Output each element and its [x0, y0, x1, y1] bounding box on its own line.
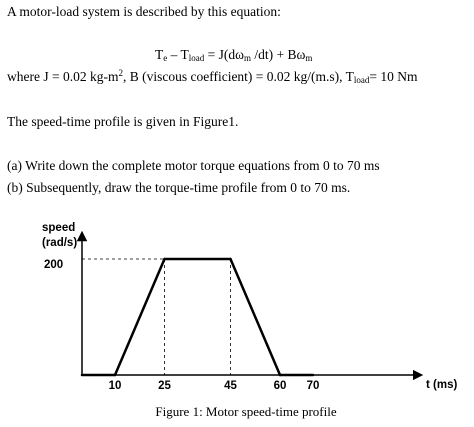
question-a: (a) Write down the complete motor torque… — [7, 158, 380, 173]
eq-minus: – — [167, 47, 181, 62]
motor-equation: Te – Tload = J(dωm /dt) + Bωm — [155, 47, 312, 63]
x-tick-label-3: 60 — [274, 380, 287, 392]
parameters-text: where J = 0.02 kg-m2, B (viscous coeffic… — [7, 69, 418, 85]
eq-tload-sub: load — [188, 53, 205, 63]
profile-text: The speed-time profile is given in Figur… — [7, 114, 239, 129]
eq-rhs-a: = J(dω — [204, 47, 245, 62]
x-tick-label-4: 70 — [307, 380, 320, 392]
x-axis-label: t (ms) — [426, 379, 457, 391]
eq-te-sub: e — [163, 53, 168, 63]
where-a: where J = 0.02 kg-m — [7, 69, 119, 84]
eq-tload: T — [180, 47, 189, 62]
speed-time-figure: speed (rad/s) t (ms) 10 25 45 60 70 200 Figur… — [42, 222, 457, 419]
where-load-sub: load — [353, 75, 370, 85]
eq-m1-sub: m — [244, 53, 252, 63]
question-b: (b) Subsequently, draw the torque-time p… — [7, 180, 351, 195]
where-sup: 2 — [118, 68, 123, 78]
figure-caption: Figure 1: Motor speed-time profile — [155, 404, 336, 419]
eq-rhs-b: /dt) + Bω — [251, 47, 306, 62]
y-axis-label-line2: (rad/s) — [42, 237, 77, 249]
y-tick-label-0: 200 — [44, 259, 63, 271]
eq-te: T — [155, 47, 164, 62]
speed-segment-1 — [113, 257, 166, 377]
x-tick-label-1: 25 — [158, 380, 171, 392]
eq-m2-sub: m — [305, 53, 313, 63]
where-b: , B (viscous coefficient) = 0.02 kg/(m.s… — [122, 69, 354, 84]
y-axis-label-line1: speed — [42, 222, 75, 234]
where-c: = 10 Nm — [369, 69, 418, 84]
intro-text: A motor-load system is described by this… — [7, 4, 281, 19]
chart-marks: 10 25 45 60 70 200 — [44, 257, 320, 392]
speed-segment-3 — [229, 257, 282, 377]
x-tick-label-0: 10 — [109, 380, 122, 392]
x-tick-label-2: 45 — [224, 380, 237, 392]
